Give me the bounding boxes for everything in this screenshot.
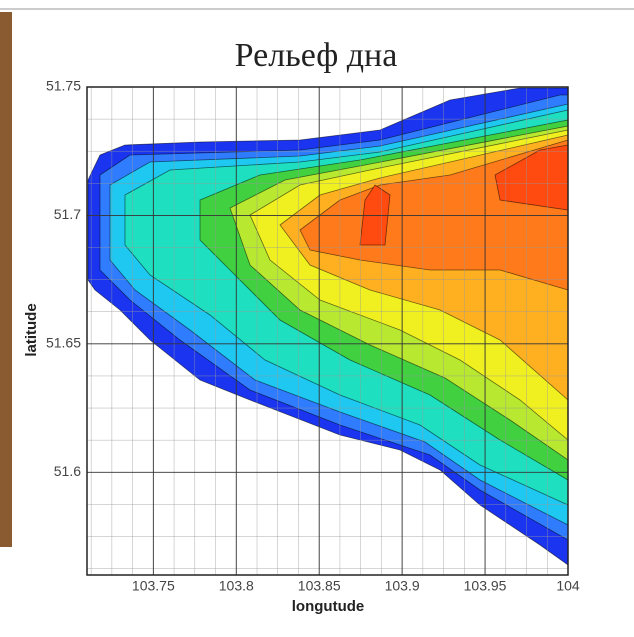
y-axis-label: latitude <box>23 303 40 356</box>
page: Рельеф дна latitude longutude 103.75 103.… <box>0 0 634 637</box>
chart-title: Рельеф дна <box>235 37 398 74</box>
y-tick-label: 51.65 <box>46 335 81 351</box>
x-tick-label: 103.75 <box>132 578 175 594</box>
x-tick-label: 103.8 <box>219 578 254 594</box>
x-tick-label: 103.85 <box>298 578 341 594</box>
y-tick-label: 51.7 <box>54 206 81 222</box>
y-tick-label: 51.6 <box>54 463 81 479</box>
x-tick-label: 103.9 <box>385 578 420 594</box>
side-image-strip <box>0 12 12 547</box>
x-tick-label: 103.95 <box>464 578 507 594</box>
x-axis-label: longutude <box>292 598 364 615</box>
y-tick-label: 51.75 <box>46 78 81 94</box>
x-tick-label: 104 <box>556 578 580 594</box>
